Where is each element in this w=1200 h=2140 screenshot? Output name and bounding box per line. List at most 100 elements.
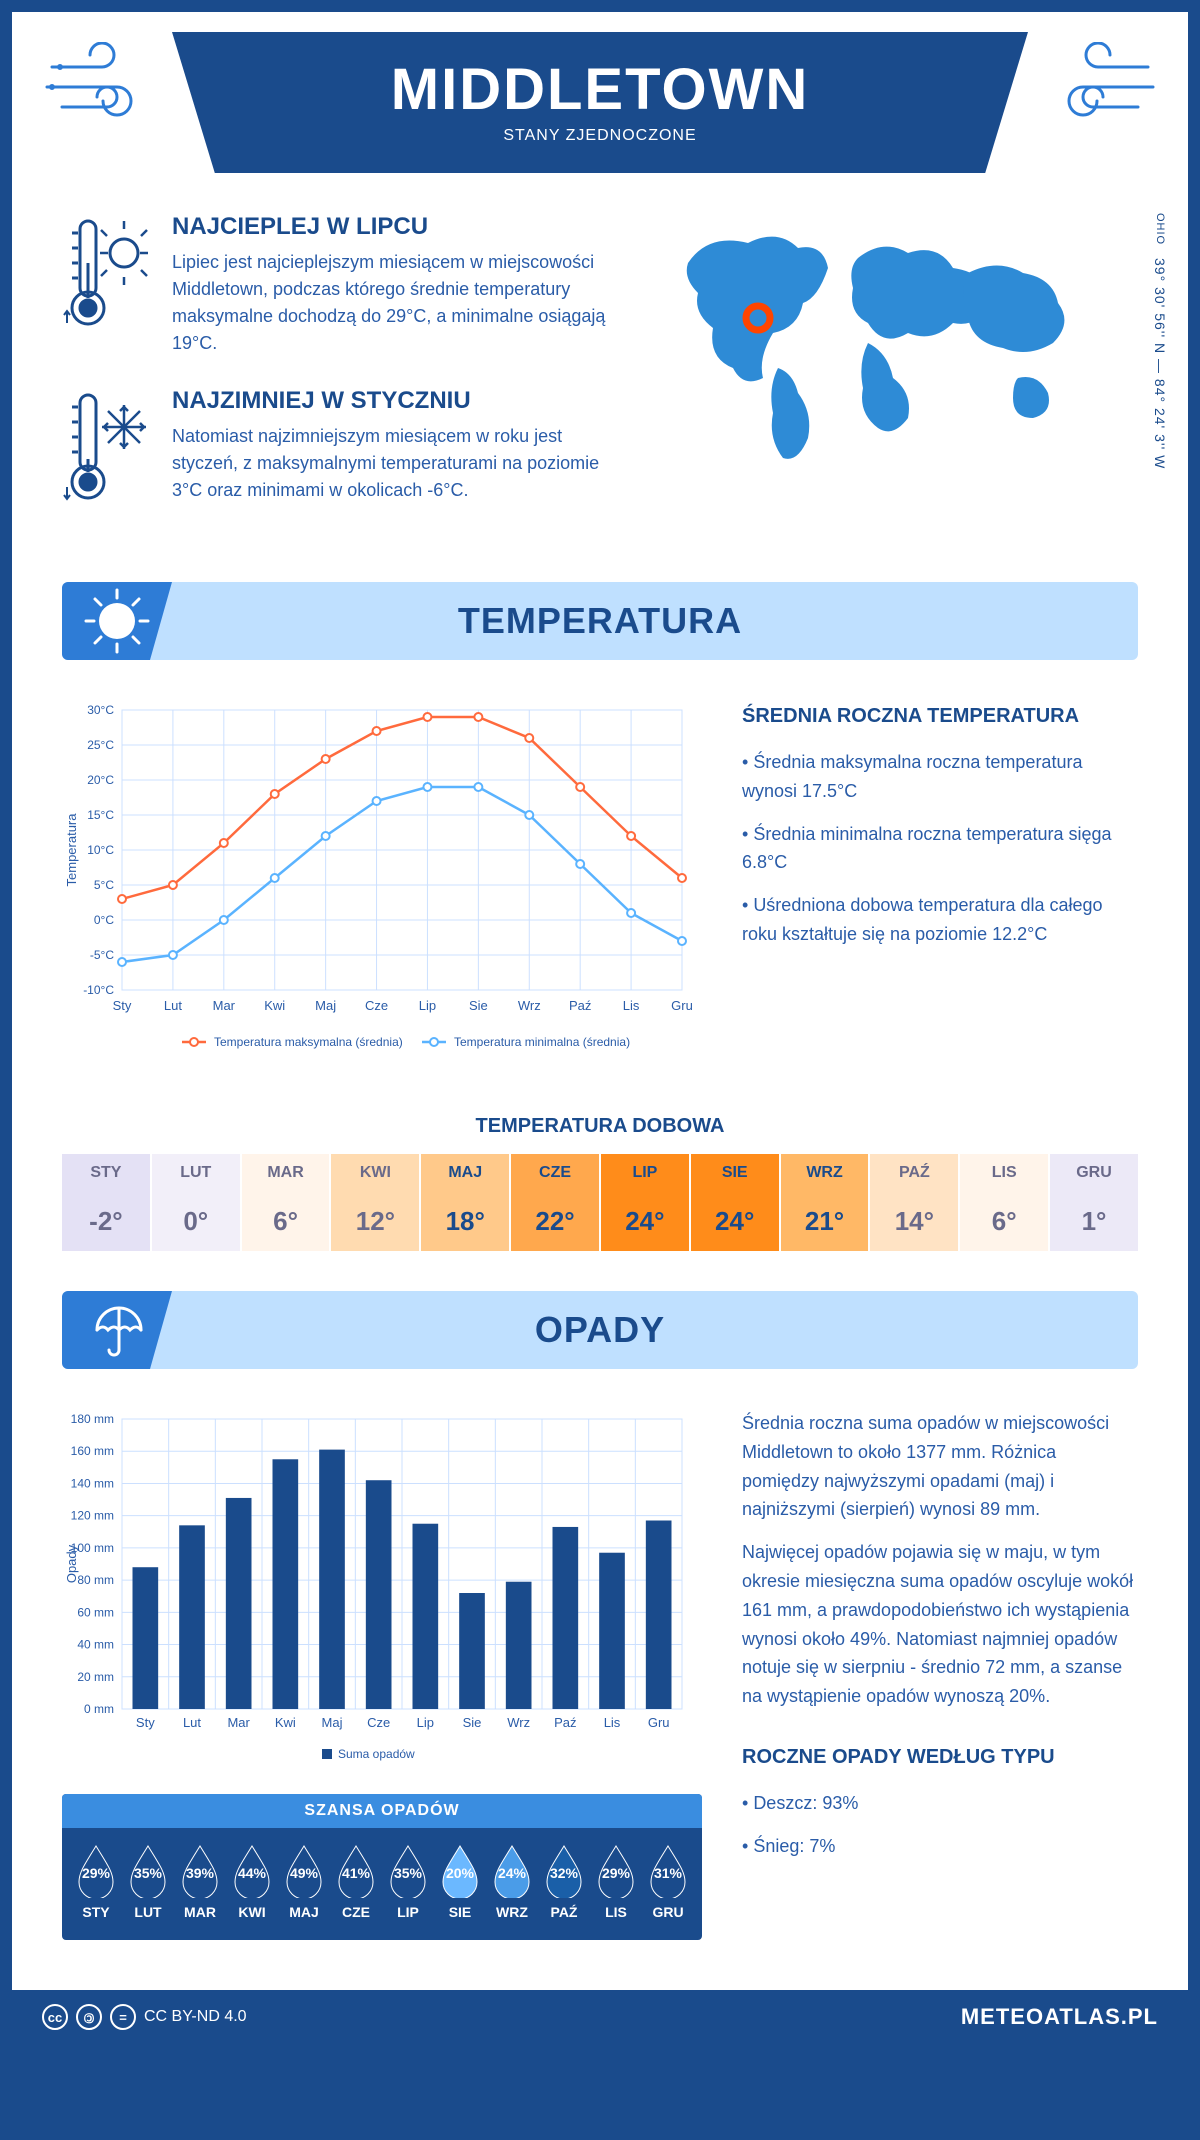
umbrella-icon bbox=[62, 1291, 172, 1369]
footer: cc 🄯 = CC BY-ND 4.0 METEOATLAS.PL bbox=[12, 1990, 1188, 2044]
svg-text:Suma opadów: Suma opadów bbox=[338, 1747, 415, 1761]
infographic-page: MIDDLETOWN STANY ZJEDNOCZONE bbox=[12, 12, 1188, 2044]
precip-by-type-title: ROCZNE OPADY WEDŁUG TYPU bbox=[742, 1741, 1138, 1773]
wind-icon bbox=[42, 42, 162, 137]
intro-section: NAJCIEPLEJ W LIPCU Lipiec jest najcieple… bbox=[12, 173, 1188, 572]
svg-text:Gru: Gru bbox=[648, 1715, 670, 1730]
coordinates: OHIO 39° 30' 56'' N — 84° 24' 3'' W bbox=[1152, 213, 1168, 469]
coldest-title: NAJZIMNIEJ W STYCZNIU bbox=[172, 387, 618, 415]
svg-text:10°C: 10°C bbox=[87, 843, 114, 857]
rain-chance-cell: 39% MAR bbox=[174, 1842, 226, 1920]
raindrop-icon: 24% bbox=[489, 1842, 535, 1898]
rain-pct: Deszcz: 93% bbox=[742, 1789, 1138, 1818]
rain-chance-cell: 32% PAŹ bbox=[538, 1842, 590, 1920]
daily-temp-grid: STY-2°LUT0°MAR6°KWI12°MAJ18°CZE22°LIP24°… bbox=[62, 1154, 1138, 1251]
avg-temp-title: ŚREDNIA ROCZNA TEMPERATURA bbox=[742, 700, 1138, 732]
svg-text:Lis: Lis bbox=[623, 998, 640, 1013]
svg-text:20 mm: 20 mm bbox=[77, 1670, 114, 1684]
rain-chance-cell: 20% SIE bbox=[434, 1842, 486, 1920]
raindrop-icon: 32% bbox=[541, 1842, 587, 1898]
svg-text:Lis: Lis bbox=[604, 1715, 621, 1730]
svg-text:Gru: Gru bbox=[671, 998, 693, 1013]
svg-text:Sty: Sty bbox=[136, 1715, 155, 1730]
sun-icon bbox=[62, 582, 172, 660]
warmest-title: NAJCIEPLEJ W LIPCU bbox=[172, 213, 618, 241]
raindrop-icon: 31% bbox=[645, 1842, 691, 1898]
daily-temp-cell: LUT0° bbox=[152, 1154, 242, 1251]
daily-temp-title: TEMPERATURA DOBOWA bbox=[12, 1115, 1188, 1138]
thermometer-hot-icon bbox=[62, 213, 152, 357]
warmest-block: NAJCIEPLEJ W LIPCU Lipiec jest najcieple… bbox=[62, 213, 618, 357]
svg-text:Opady: Opady bbox=[64, 1544, 79, 1583]
svg-text:Kwi: Kwi bbox=[264, 998, 285, 1013]
warmest-text: Lipiec jest najcieplejszym miesiącem w m… bbox=[172, 249, 618, 357]
rain-chance-title: SZANSA OPADÓW bbox=[62, 1794, 702, 1828]
precip-chart: 0 mm20 mm40 mm60 mm80 mm100 mm120 mm140 … bbox=[62, 1409, 702, 1774]
svg-text:60 mm: 60 mm bbox=[77, 1605, 114, 1619]
avg-min-text: Średnia minimalna roczna temperatura się… bbox=[742, 820, 1138, 878]
svg-text:Kwi: Kwi bbox=[275, 1715, 296, 1730]
svg-text:160 mm: 160 mm bbox=[71, 1444, 114, 1458]
daily-temp-cell: GRU1° bbox=[1050, 1154, 1138, 1251]
svg-text:Sie: Sie bbox=[469, 998, 488, 1013]
daily-temp-cell: MAJ18° bbox=[421, 1154, 511, 1251]
coldest-text: Natomiast najzimniejszym miesiącem w rok… bbox=[172, 423, 618, 504]
svg-text:Mar: Mar bbox=[227, 1715, 250, 1730]
svg-text:Mar: Mar bbox=[213, 998, 236, 1013]
svg-text:Sie: Sie bbox=[463, 1715, 482, 1730]
svg-text:30°C: 30°C bbox=[87, 703, 114, 717]
precip-text: Średnia roczna suma opadów w miejscowośc… bbox=[742, 1409, 1138, 1940]
svg-text:140 mm: 140 mm bbox=[71, 1476, 114, 1490]
svg-text:Temperatura: Temperatura bbox=[64, 813, 79, 887]
rain-chance-cell: 49% MAJ bbox=[278, 1842, 330, 1920]
svg-text:15°C: 15°C bbox=[87, 808, 114, 822]
svg-text:Temperatura maksymalna (średni: Temperatura maksymalna (średnia) bbox=[214, 1035, 403, 1049]
raindrop-icon: 29% bbox=[73, 1842, 119, 1898]
rain-chance-cell: 29% STY bbox=[70, 1842, 122, 1920]
svg-text:0°C: 0°C bbox=[94, 913, 114, 927]
svg-text:Cze: Cze bbox=[367, 1715, 390, 1730]
svg-text:40 mm: 40 mm bbox=[77, 1638, 114, 1652]
rain-chance-cell: 35% LIP bbox=[382, 1842, 434, 1920]
svg-text:5°C: 5°C bbox=[94, 878, 114, 892]
snow-pct: Śnieg: 7% bbox=[742, 1832, 1138, 1861]
svg-text:-10°C: -10°C bbox=[83, 983, 114, 997]
country-subtitle: STANY ZJEDNOCZONE bbox=[172, 127, 1028, 145]
svg-text:0 mm: 0 mm bbox=[84, 1702, 114, 1716]
svg-text:Paź: Paź bbox=[569, 998, 591, 1013]
coldest-block: NAJZIMNIEJ W STYCZNIU Natomiast najzimni… bbox=[62, 387, 618, 512]
thermometer-cold-icon bbox=[62, 387, 152, 512]
raindrop-icon: 20% bbox=[437, 1842, 483, 1898]
raindrop-icon: 35% bbox=[125, 1842, 171, 1898]
svg-text:Wrz: Wrz bbox=[518, 998, 541, 1013]
raindrop-icon: 29% bbox=[593, 1842, 639, 1898]
daily-temp-cell: STY-2° bbox=[62, 1154, 152, 1251]
daily-temp-cell: PAŹ14° bbox=[870, 1154, 960, 1251]
svg-text:20°C: 20°C bbox=[87, 773, 114, 787]
svg-text:Lip: Lip bbox=[417, 1715, 434, 1730]
title-banner: MIDDLETOWN STANY ZJEDNOCZONE bbox=[172, 32, 1028, 173]
raindrop-icon: 35% bbox=[385, 1842, 431, 1898]
by-icon: 🄯 bbox=[76, 2004, 102, 2030]
nd-icon: = bbox=[110, 2004, 136, 2030]
rain-chance-cell: 24% WRZ bbox=[486, 1842, 538, 1920]
precip-title: OPADY bbox=[62, 1309, 1138, 1351]
raindrop-icon: 49% bbox=[281, 1842, 327, 1898]
temperature-section-header: TEMPERATURA bbox=[62, 582, 1138, 660]
precip-section-header: OPADY bbox=[62, 1291, 1138, 1369]
svg-text:25°C: 25°C bbox=[87, 738, 114, 752]
temperature-title: TEMPERATURA bbox=[62, 600, 1138, 642]
daily-temp-cell: KWI12° bbox=[331, 1154, 421, 1251]
daily-temp-cell: SIE24° bbox=[691, 1154, 781, 1251]
svg-text:Lut: Lut bbox=[183, 1715, 201, 1730]
daily-temp-cell: WRZ21° bbox=[781, 1154, 871, 1251]
svg-text:Lip: Lip bbox=[419, 998, 436, 1013]
raindrop-icon: 44% bbox=[229, 1842, 275, 1898]
daily-temp-cell: MAR6° bbox=[242, 1154, 332, 1251]
svg-text:Cze: Cze bbox=[365, 998, 388, 1013]
temperature-averages: ŚREDNIA ROCZNA TEMPERATURA Średnia maksy… bbox=[742, 700, 1138, 1065]
daily-temp-cell: LIP24° bbox=[601, 1154, 691, 1251]
svg-text:80 mm: 80 mm bbox=[77, 1573, 114, 1587]
raindrop-icon: 39% bbox=[177, 1842, 223, 1898]
world-map: OHIO 39° 30' 56'' N — 84° 24' 3'' W bbox=[658, 213, 1138, 542]
